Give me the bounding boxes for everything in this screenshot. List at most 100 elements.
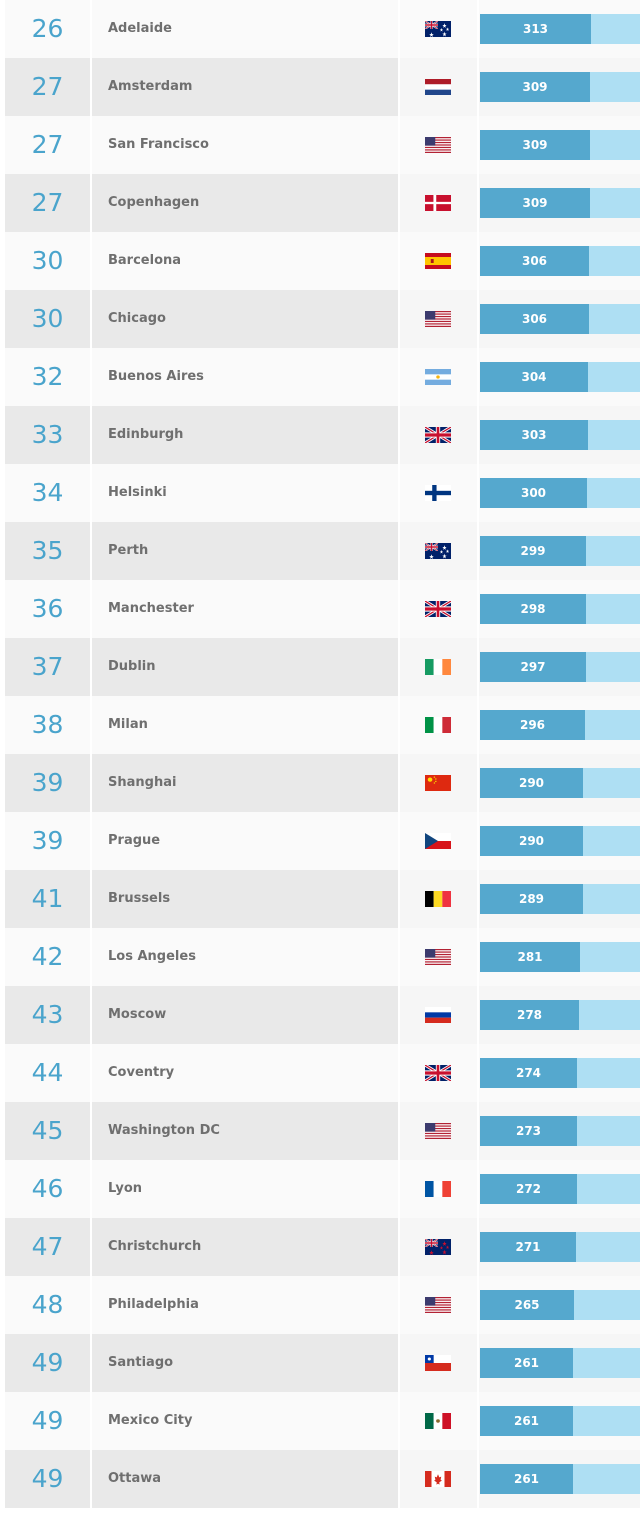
ireland-flag-icon — [425, 659, 451, 675]
rank-number: 48 — [31, 1290, 64, 1319]
score-value: 303 — [521, 428, 547, 442]
rank-number: 33 — [31, 420, 64, 449]
city-name: Perth — [108, 543, 149, 558]
score-value: 290 — [518, 776, 545, 790]
rank-number: 27 — [31, 188, 64, 217]
rank-cell: 39 — [5, 754, 90, 812]
score-bar-fill: 281 — [480, 942, 580, 972]
score-cell: 304 — [479, 348, 640, 406]
score-bar-track: 313 — [480, 14, 640, 44]
score-value: 296 — [519, 718, 546, 732]
score-bar-track: 309 — [480, 72, 640, 102]
table-row: 49 Santiago 261 — [0, 1334, 640, 1392]
table-row: 30 Chicago 306 — [0, 290, 640, 348]
score-bar-track: 303 — [480, 420, 640, 450]
score-bar-fill: 309 — [480, 188, 590, 218]
score-bar-fill: 306 — [480, 304, 589, 334]
city-cell: Buenos Aires — [92, 348, 398, 406]
table-row: 41 Brussels 289 — [0, 870, 640, 928]
chile-flag-icon — [425, 1355, 451, 1371]
score-bar-fill: 274 — [480, 1058, 577, 1088]
score-cell: 273 — [479, 1102, 640, 1160]
flag-cell — [400, 116, 477, 174]
city-cell: Prague — [92, 812, 398, 870]
score-value: 278 — [516, 1008, 543, 1022]
belgium-flag-icon — [425, 891, 451, 907]
city-cell: Helsinki — [92, 464, 398, 522]
city-cell: Washington DC — [92, 1102, 398, 1160]
score-value: 298 — [520, 602, 546, 616]
rank-cell: 27 — [5, 58, 90, 116]
score-value: 309 — [522, 80, 548, 94]
city-cell: Brussels — [92, 870, 398, 928]
table-row: 43 Moscow 278 — [0, 986, 640, 1044]
score-bar-fill: 290 — [480, 768, 583, 798]
table-row: 45 Washington DC 273 — [0, 1102, 640, 1160]
city-name: Washington DC — [108, 1123, 220, 1138]
score-bar-track: 297 — [480, 652, 640, 682]
score-cell: 299 — [479, 522, 640, 580]
score-cell: 289 — [479, 870, 640, 928]
score-bar-track: 306 — [480, 246, 640, 276]
table-row: 49 Ottawa 261 — [0, 1450, 640, 1508]
australia-flag-icon — [425, 543, 451, 559]
table-row: 27 San Francisco 309 — [0, 116, 640, 174]
russia-flag-icon — [425, 1007, 451, 1023]
city-cell: Perth — [92, 522, 398, 580]
city-cell: Moscow — [92, 986, 398, 1044]
score-cell: 300 — [479, 464, 640, 522]
rank-cell: 43 — [5, 986, 90, 1044]
rank-cell: 37 — [5, 638, 90, 696]
score-bar-track: 309 — [480, 130, 640, 160]
city-name: Ottawa — [108, 1471, 162, 1486]
rank-cell: 41 — [5, 870, 90, 928]
score-bar-fill: 261 — [480, 1348, 573, 1378]
france-flag-icon — [425, 1181, 451, 1197]
rank-number: 39 — [31, 826, 64, 855]
city-name: Shanghai — [108, 775, 177, 790]
table-row: 39 Prague 290 — [0, 812, 640, 870]
flag-cell — [400, 464, 477, 522]
china-flag-icon — [425, 775, 451, 791]
score-bar-track: 289 — [480, 884, 640, 914]
city-name: Amsterdam — [108, 79, 193, 94]
city-cell: Coventry — [92, 1044, 398, 1102]
score-bar-track: 272 — [480, 1174, 640, 1204]
table-row: 38 Milan 296 — [0, 696, 640, 754]
city-cell: Shanghai — [92, 754, 398, 812]
score-bar-fill: 271 — [480, 1232, 576, 1262]
score-bar-track: 306 — [480, 304, 640, 334]
score-bar-fill: 303 — [480, 420, 588, 450]
city-cell: Dublin — [92, 638, 398, 696]
flag-cell — [400, 1218, 477, 1276]
rank-cell: 46 — [5, 1160, 90, 1218]
score-bar-track: 271 — [480, 1232, 640, 1262]
rank-cell: 27 — [5, 174, 90, 232]
uk-flag-icon — [425, 1065, 451, 1081]
rank-number: 49 — [31, 1348, 64, 1377]
score-cell: 271 — [479, 1218, 640, 1276]
rank-number: 36 — [31, 594, 64, 623]
city-name: Moscow — [108, 1007, 167, 1022]
table-row: 33 Edinburgh 303 — [0, 406, 640, 464]
rank-number: 30 — [31, 246, 64, 275]
flag-cell — [400, 58, 477, 116]
city-cell: Mexico City — [92, 1392, 398, 1450]
city-name: Copenhagen — [108, 195, 200, 210]
score-bar-fill: 304 — [480, 362, 588, 392]
city-cell: Santiago — [92, 1334, 398, 1392]
spain-flag-icon — [425, 253, 451, 269]
score-bar-fill: 313 — [480, 14, 591, 44]
table-row: 32 Buenos Aires 304 — [0, 348, 640, 406]
flag-cell — [400, 1450, 477, 1508]
score-bar-track: 274 — [480, 1058, 640, 1088]
city-name: Christchurch — [108, 1239, 202, 1254]
table-row: 48 Philadelphia 265 — [0, 1276, 640, 1334]
table-row: 39 Shanghai 290 — [0, 754, 640, 812]
score-cell: 265 — [479, 1276, 640, 1334]
flag-cell — [400, 754, 477, 812]
score-bar-fill: 296 — [480, 710, 585, 740]
table-row: 37 Dublin 297 — [0, 638, 640, 696]
score-value: 300 — [520, 486, 547, 500]
usa-flag-icon — [425, 311, 451, 327]
